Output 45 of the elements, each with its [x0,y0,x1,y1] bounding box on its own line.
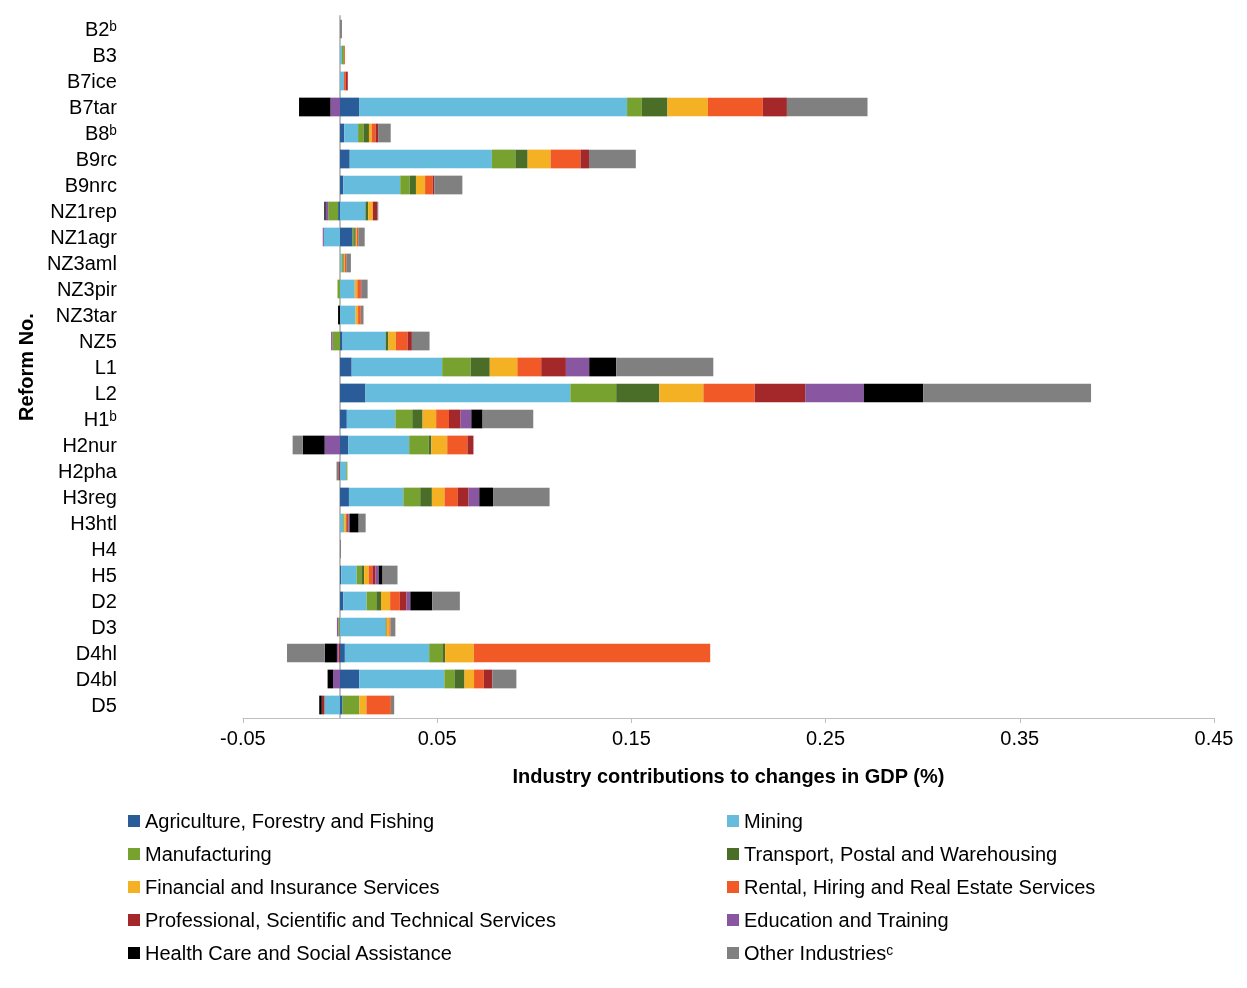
legend-label: Transport, Postal and Warehousing [744,843,1058,865]
legend-label: Other Industriesᶜ [744,942,894,964]
legend-label: Financial and Insurance Services [145,876,440,898]
legend-label: Manufacturing [145,843,272,865]
y-tick-label: D4bl [75,668,117,690]
y-tick-label: H5 [91,564,117,586]
y-tick-label: H2pha [57,460,118,482]
y-tick-label: B9nrc [64,174,117,196]
y-tick-label: L1 [94,356,117,378]
y-tick-label: NZ3tar [55,304,118,326]
y-tick-label: B2ᵇ [84,18,117,40]
y-tick-label: D4hl [75,642,117,664]
y-tick-label: D5 [91,694,117,716]
y-tick-label: H3reg [62,486,117,508]
y-tick-label: NZ1rep [50,200,117,222]
legend-label: Education and Training [744,909,949,931]
y-tick-label: NZ5 [79,330,117,352]
y-tick-label: NZ3pir [56,278,118,300]
y-tick-label: H2nur [62,434,118,456]
x-tick-label: 0.15 [611,727,651,749]
y-axis-title: Reform No. [15,313,37,421]
y-tick-label: B3 [92,44,117,66]
y-tick-label: D2 [91,590,117,612]
x-axis-title: Industry contributions to changes in GDP (%) [512,765,945,787]
legend-label: Agriculture, Forestry and Fishing [145,810,435,832]
legend-label: Professional, Scientific and Technical Services [145,909,556,931]
legend-label: Mining [744,810,803,832]
x-tick-label: 0.05 [417,727,457,749]
y-tick-label: H4 [91,538,117,560]
y-tick-label: B9rc [75,148,117,170]
y-tick-label: L2 [94,382,117,404]
x-tick-label: 0.45 [1194,727,1234,749]
y-tick-label: H3htl [70,512,117,534]
y-tick-label: B7ice [66,70,117,92]
y-tick-label: D3 [91,616,117,638]
y-tick-label: H1ᵇ [83,408,117,430]
legend-label: Rental, Hiring and Real Estate Services [744,876,1096,898]
y-tick-label: NZ3aml [46,252,117,274]
x-tick-label: 0.25 [806,727,846,749]
y-tick-label: B7tar [69,96,118,118]
legend-label: Health Care and Social Assistance [145,942,452,964]
y-tick-label: B8ᵇ [84,122,117,144]
x-tick-label: 0.35 [1000,727,1040,749]
y-tick-label: NZ1agr [50,226,118,248]
x-tick-label: -0.05 [220,727,266,749]
